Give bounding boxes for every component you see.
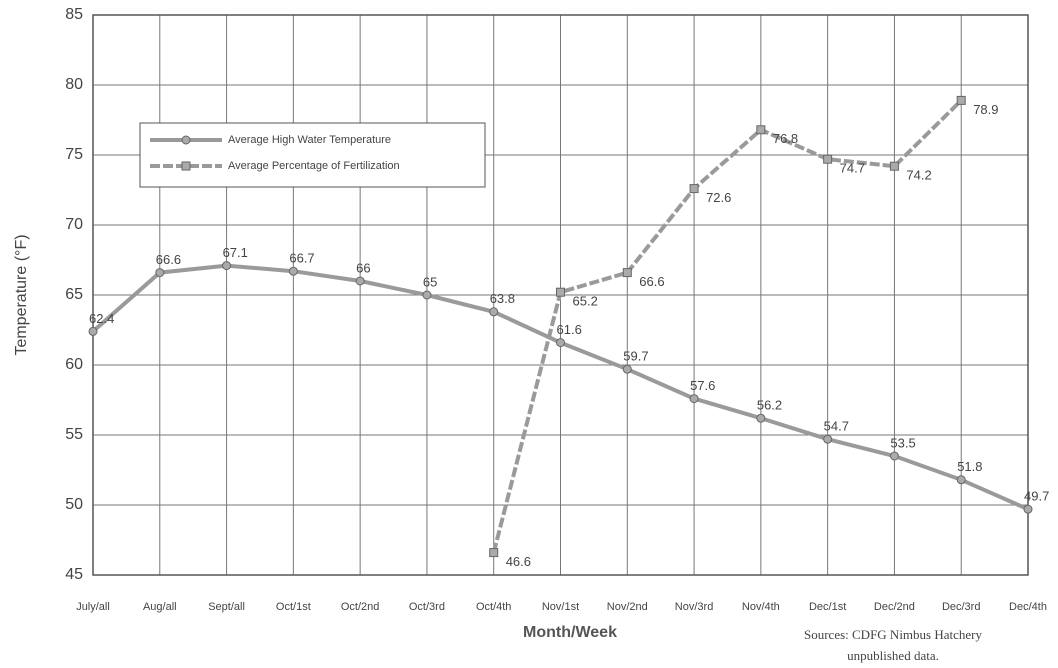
x-tick-label: Oct/2nd — [341, 601, 380, 613]
value-label: 66.7 — [289, 251, 314, 266]
x-axis-label: Month/Week — [523, 624, 617, 641]
marker — [288, 266, 298, 276]
marker — [889, 451, 899, 461]
legend-label: Average High Water Temperature — [228, 134, 391, 146]
marker — [88, 326, 98, 336]
value-label: 56.2 — [757, 398, 782, 413]
value-label: 54.7 — [824, 419, 849, 434]
value-label: 74.2 — [906, 168, 931, 183]
x-tick-label: Nov/2nd — [607, 601, 648, 613]
marker — [756, 413, 766, 423]
value-label: 51.8 — [957, 459, 982, 474]
x-tick-label: Aug/all — [143, 601, 177, 613]
value-label: 67.1 — [223, 245, 248, 260]
x-tick-label: Dec/2nd — [874, 601, 915, 613]
x-tick-label: Dec/4th — [1009, 601, 1047, 613]
value-label: 76.8 — [773, 131, 798, 146]
marker — [155, 268, 165, 278]
source: unpublished data. — [847, 648, 939, 663]
marker — [622, 364, 632, 374]
x-tick-label: July/all — [76, 601, 110, 613]
value-label: 62.4 — [89, 311, 114, 326]
marker — [422, 290, 432, 300]
y-tick-label: 85 — [65, 6, 83, 23]
value-label: 61.6 — [557, 322, 582, 337]
y-tick-label: 70 — [65, 216, 83, 233]
marker — [889, 161, 899, 171]
source: Sources: CDFG Nimbus Hatchery — [804, 627, 983, 642]
marker — [823, 154, 833, 164]
value-label: 65 — [423, 274, 437, 289]
x-tick-label: Oct/3rd — [409, 601, 445, 613]
legend-box — [139, 122, 486, 188]
marker — [756, 125, 766, 135]
x-tick-label: Nov/4th — [742, 601, 780, 613]
value-label: 72.6 — [706, 190, 731, 205]
marker — [622, 268, 632, 278]
marker — [956, 475, 966, 485]
series-line — [491, 98, 963, 554]
y-tick-label: 60 — [65, 356, 83, 373]
marker — [355, 276, 365, 286]
y-tick-label: 65 — [65, 286, 83, 303]
value-label: 65.2 — [573, 294, 598, 309]
x-tick-label: Sept/all — [208, 601, 245, 613]
value-label: 66 — [356, 260, 370, 275]
y-tick-label: 75 — [65, 146, 83, 163]
legend-label: Average Percentage of Fertilization — [228, 160, 400, 172]
value-label: 46.6 — [506, 554, 531, 569]
legend-marker — [181, 161, 191, 171]
x-tick-label: Nov/1st — [542, 601, 579, 613]
y-tick-label: 80 — [65, 76, 83, 93]
value-label: 66.6 — [156, 252, 181, 267]
value-label: 66.6 — [639, 274, 664, 289]
y-tick-label: 55 — [65, 426, 83, 443]
value-label: 74.7 — [840, 161, 865, 176]
plot-frame — [92, 14, 1029, 576]
x-tick-label: Oct/1st — [276, 601, 311, 613]
legend-marker — [181, 135, 191, 145]
marker — [956, 95, 966, 105]
marker — [556, 338, 565, 348]
value-label: 63.8 — [490, 291, 515, 306]
marker — [489, 548, 499, 558]
value-label: 78.9 — [973, 102, 998, 117]
x-tick-label: Dec/3rd — [942, 601, 981, 613]
x-tick-label: Nov/3rd — [675, 601, 714, 613]
y-axis-label: Temperature (°F) — [13, 234, 30, 355]
marker — [823, 434, 833, 444]
y-tick-label: 50 — [65, 496, 83, 513]
value-label: 53.5 — [890, 435, 915, 450]
value-label: 49.7 — [1024, 489, 1049, 504]
value-label: 59.7 — [623, 349, 648, 364]
marker — [689, 394, 699, 404]
value-label: 57.6 — [690, 378, 715, 393]
y-tick-label: 45 — [65, 566, 83, 583]
marker — [689, 184, 699, 194]
x-tick-label: Dec/1st — [809, 601, 846, 613]
x-tick-label: Oct/4th — [476, 601, 511, 613]
marker — [489, 307, 499, 317]
marker — [222, 261, 232, 271]
marker — [1023, 504, 1033, 514]
marker — [556, 287, 565, 297]
